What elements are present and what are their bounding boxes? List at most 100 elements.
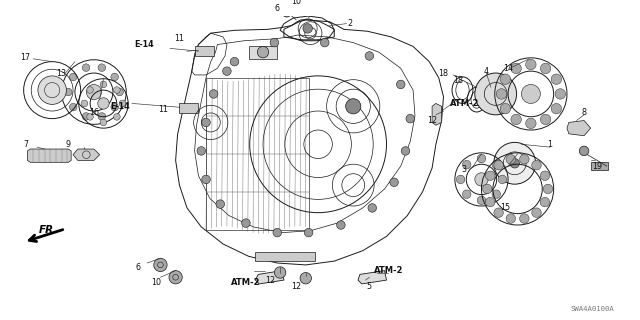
Bar	[591, 162, 608, 170]
Text: 18: 18	[438, 68, 449, 77]
Text: 10: 10	[152, 277, 162, 286]
Circle shape	[492, 160, 500, 169]
Text: 3: 3	[462, 165, 467, 174]
Circle shape	[540, 197, 550, 207]
Text: E-14: E-14	[134, 40, 154, 49]
Circle shape	[111, 73, 118, 81]
Text: ATM-2: ATM-2	[450, 99, 479, 108]
Circle shape	[223, 67, 231, 76]
Text: 15: 15	[500, 204, 510, 212]
Circle shape	[540, 171, 550, 180]
Circle shape	[337, 221, 345, 229]
Circle shape	[86, 114, 93, 120]
Circle shape	[511, 63, 522, 74]
Text: SWA4A0100A: SWA4A0100A	[571, 307, 614, 312]
Circle shape	[551, 103, 561, 114]
Circle shape	[275, 267, 286, 278]
Circle shape	[477, 196, 486, 204]
Circle shape	[38, 76, 67, 104]
Circle shape	[532, 208, 541, 217]
Circle shape	[500, 103, 511, 114]
Circle shape	[169, 271, 182, 284]
Polygon shape	[195, 46, 214, 56]
Circle shape	[396, 80, 405, 89]
Circle shape	[282, 7, 291, 17]
Polygon shape	[255, 252, 316, 261]
Circle shape	[525, 118, 536, 129]
Circle shape	[100, 81, 107, 88]
Circle shape	[483, 184, 492, 194]
Circle shape	[463, 160, 471, 169]
Circle shape	[98, 98, 109, 109]
Circle shape	[494, 142, 536, 184]
Circle shape	[510, 158, 520, 168]
Circle shape	[310, 6, 316, 11]
Circle shape	[520, 214, 529, 223]
Circle shape	[300, 273, 312, 284]
Circle shape	[82, 113, 90, 120]
Text: 13: 13	[57, 68, 67, 77]
Text: 12: 12	[291, 282, 301, 291]
Circle shape	[273, 228, 282, 237]
Circle shape	[506, 155, 516, 164]
Circle shape	[498, 175, 507, 184]
Circle shape	[496, 89, 507, 99]
Text: 11: 11	[158, 105, 168, 114]
Text: 2: 2	[348, 19, 353, 28]
Circle shape	[113, 114, 120, 120]
Circle shape	[285, 10, 289, 14]
Circle shape	[65, 88, 72, 96]
Text: ATM-2: ATM-2	[231, 277, 260, 286]
Polygon shape	[432, 103, 442, 125]
Circle shape	[119, 100, 125, 107]
Circle shape	[506, 214, 516, 223]
Circle shape	[82, 64, 90, 71]
Circle shape	[492, 190, 500, 198]
Text: 17: 17	[20, 53, 31, 62]
Text: 4: 4	[484, 67, 489, 76]
Circle shape	[540, 63, 551, 74]
Circle shape	[475, 73, 516, 115]
Circle shape	[100, 119, 107, 126]
Text: 7: 7	[23, 140, 28, 149]
Circle shape	[242, 219, 250, 228]
Polygon shape	[28, 149, 71, 162]
Polygon shape	[255, 271, 284, 284]
Circle shape	[540, 114, 551, 125]
Text: E-14: E-14	[111, 102, 131, 111]
Circle shape	[543, 184, 553, 194]
Text: 6: 6	[275, 4, 280, 13]
Circle shape	[555, 89, 566, 99]
Text: 11: 11	[175, 34, 184, 43]
Text: 14: 14	[503, 64, 513, 73]
Circle shape	[111, 103, 118, 111]
Circle shape	[525, 59, 536, 70]
Circle shape	[520, 155, 529, 164]
Circle shape	[113, 87, 120, 93]
Circle shape	[390, 178, 398, 187]
Polygon shape	[249, 46, 277, 59]
Circle shape	[365, 52, 374, 60]
Circle shape	[154, 258, 167, 272]
Circle shape	[579, 146, 589, 156]
Circle shape	[69, 73, 77, 81]
Circle shape	[406, 114, 415, 123]
Circle shape	[307, 3, 318, 14]
Polygon shape	[73, 149, 100, 160]
Circle shape	[494, 160, 504, 170]
Circle shape	[368, 204, 376, 212]
Polygon shape	[358, 271, 387, 284]
Circle shape	[303, 24, 312, 33]
Text: 16: 16	[89, 108, 99, 117]
Circle shape	[477, 154, 486, 163]
Circle shape	[485, 171, 495, 180]
Circle shape	[401, 147, 410, 155]
Circle shape	[216, 200, 225, 208]
Circle shape	[270, 38, 278, 47]
Circle shape	[116, 88, 124, 96]
Text: 9: 9	[66, 140, 71, 149]
Circle shape	[494, 208, 504, 217]
Circle shape	[98, 64, 106, 71]
Circle shape	[346, 99, 361, 114]
Circle shape	[485, 197, 495, 207]
